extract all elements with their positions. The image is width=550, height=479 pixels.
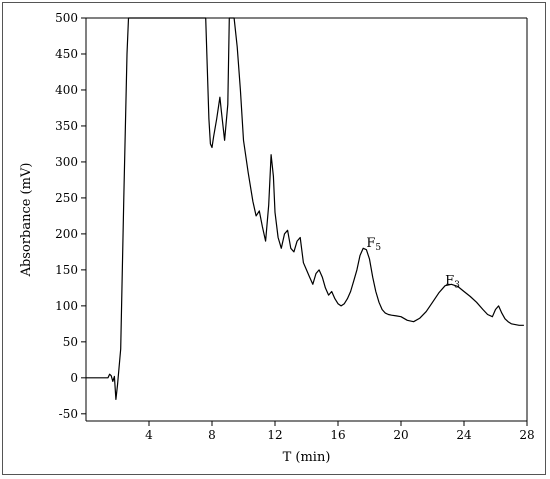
y-axis-title: Absorbance (mV) <box>19 163 34 278</box>
y-tick-label: 300 <box>55 155 78 169</box>
y-axis-ticks: -50 0 50 100 150 200 250 300 350 400 450 500 <box>55 11 86 421</box>
peak-label-F3: F3 <box>445 273 460 290</box>
x-axis-ticks: 4 8 12 16 20 24 28 <box>145 421 535 442</box>
y-tick-label: 350 <box>55 119 78 133</box>
y-tick-label: 100 <box>55 299 78 313</box>
peak-label-main: F <box>366 236 375 251</box>
x-tick-label: 4 <box>145 428 153 442</box>
absorbance-trace <box>86 17 524 400</box>
y-tick-label: 150 <box>55 263 78 277</box>
y-tick-label: 200 <box>55 227 78 241</box>
x-axis-title: T (min) <box>283 450 331 465</box>
y-tick-label: 400 <box>55 83 78 97</box>
y-tick-label: 0 <box>70 371 78 385</box>
y-tick-label: 250 <box>55 191 78 205</box>
peak-label-subscript: 3 <box>454 280 460 290</box>
y-tick-label: -50 <box>59 407 78 421</box>
x-tick-label: 16 <box>330 428 345 442</box>
x-tick-label: 28 <box>519 428 534 442</box>
x-tick-label: 8 <box>208 428 216 442</box>
x-tick-label: 12 <box>267 428 282 442</box>
x-tick-label: 24 <box>456 428 472 442</box>
peak-label-subscript: 5 <box>375 243 381 253</box>
figure-frame <box>2 2 546 475</box>
y-tick-label: 50 <box>63 335 78 349</box>
peak-label-F5: F5 <box>366 236 381 253</box>
peak-label-main: F <box>445 273 454 288</box>
y-tick-label: 500 <box>55 11 78 25</box>
x-tick-label: 20 <box>393 428 408 442</box>
y-tick-label: 450 <box>55 47 78 61</box>
